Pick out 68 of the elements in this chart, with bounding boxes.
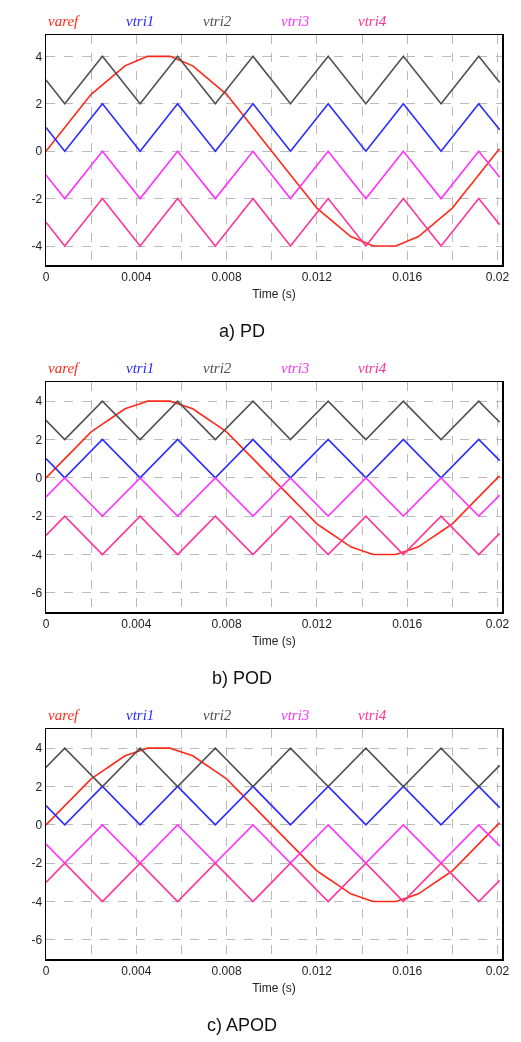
x-tick-label: 0.016 [392,963,423,978]
y-tick-label: 4 [35,49,43,64]
series-label: vtri2 [203,707,232,723]
text: vtri1 [126,13,155,29]
y-tick-label: -4 [31,547,43,562]
x-tick-label: 0.004 [121,269,152,284]
line-series [46,102,501,152]
text: varef [48,360,81,376]
line-series [46,400,501,556]
text: varef [48,707,81,723]
line-series [46,477,501,517]
y-tick-label: -2 [31,509,43,524]
x-tick-label: 0.02 [485,963,510,978]
x-tick-label: 0.008 [211,963,242,978]
text: vtri1 [126,707,155,723]
text: vtri1 [126,360,155,376]
x-tick-label: 0.02 [485,616,510,631]
y-tick-label: 0 [35,144,43,159]
text: b) POD [212,668,273,688]
y-tick-label: -4 [31,239,43,254]
text: vtri2 [203,13,232,29]
text: c) APOD [207,1015,278,1035]
x-tick-label: 0.008 [211,269,242,284]
text: varef [48,13,81,29]
x-axis-title: Time (s) [252,286,296,301]
x-tick-label: 0.012 [301,269,333,284]
line-series [46,55,501,247]
line-series [46,515,501,556]
x-tick-label: 0.008 [211,616,242,631]
text: vtri2 [203,360,232,376]
x-tick-label: 0.004 [121,963,152,978]
text: vtri3 [281,360,310,376]
line-series [46,785,501,826]
y-tick-label: 2 [35,432,43,447]
y-tick-label: -2 [31,856,43,871]
text: a) PD [219,321,266,341]
x-tick-label: 0.02 [485,269,510,284]
text: vtri3 [281,707,310,723]
y-tick-label: 4 [35,741,43,756]
line-series [46,197,501,247]
y-tick-label: -6 [31,586,43,601]
line-series [46,824,501,864]
x-tick-label: 0.012 [301,616,333,631]
line-series [46,55,501,105]
text: vtri4 [358,707,387,723]
y-tick-label: 0 [35,471,43,486]
x-axis-title: Time (s) [252,980,296,995]
x-axis-title: Time (s) [252,633,296,648]
line-series [46,747,501,788]
x-tick-label: 0.012 [301,963,333,978]
text: vtri3 [281,13,310,29]
text: vtri4 [358,13,387,29]
x-tick-label: 0.016 [392,269,423,284]
y-tick-label: 2 [35,779,43,794]
line-series [46,862,501,903]
line-series [46,438,501,479]
y-tick-label: -2 [31,191,43,206]
y-tick-label: -6 [31,933,43,948]
line-series [46,150,501,200]
line-series [46,747,501,903]
x-tick-label: 0.004 [121,616,152,631]
y-tick-label: 2 [35,96,43,111]
y-tick-label: 4 [35,394,43,409]
text: vtri4 [358,360,387,376]
y-tick-label: -4 [31,894,43,909]
x-tick-label: 0.016 [392,616,423,631]
line-series [46,400,501,441]
y-tick-label: 0 [35,818,43,833]
